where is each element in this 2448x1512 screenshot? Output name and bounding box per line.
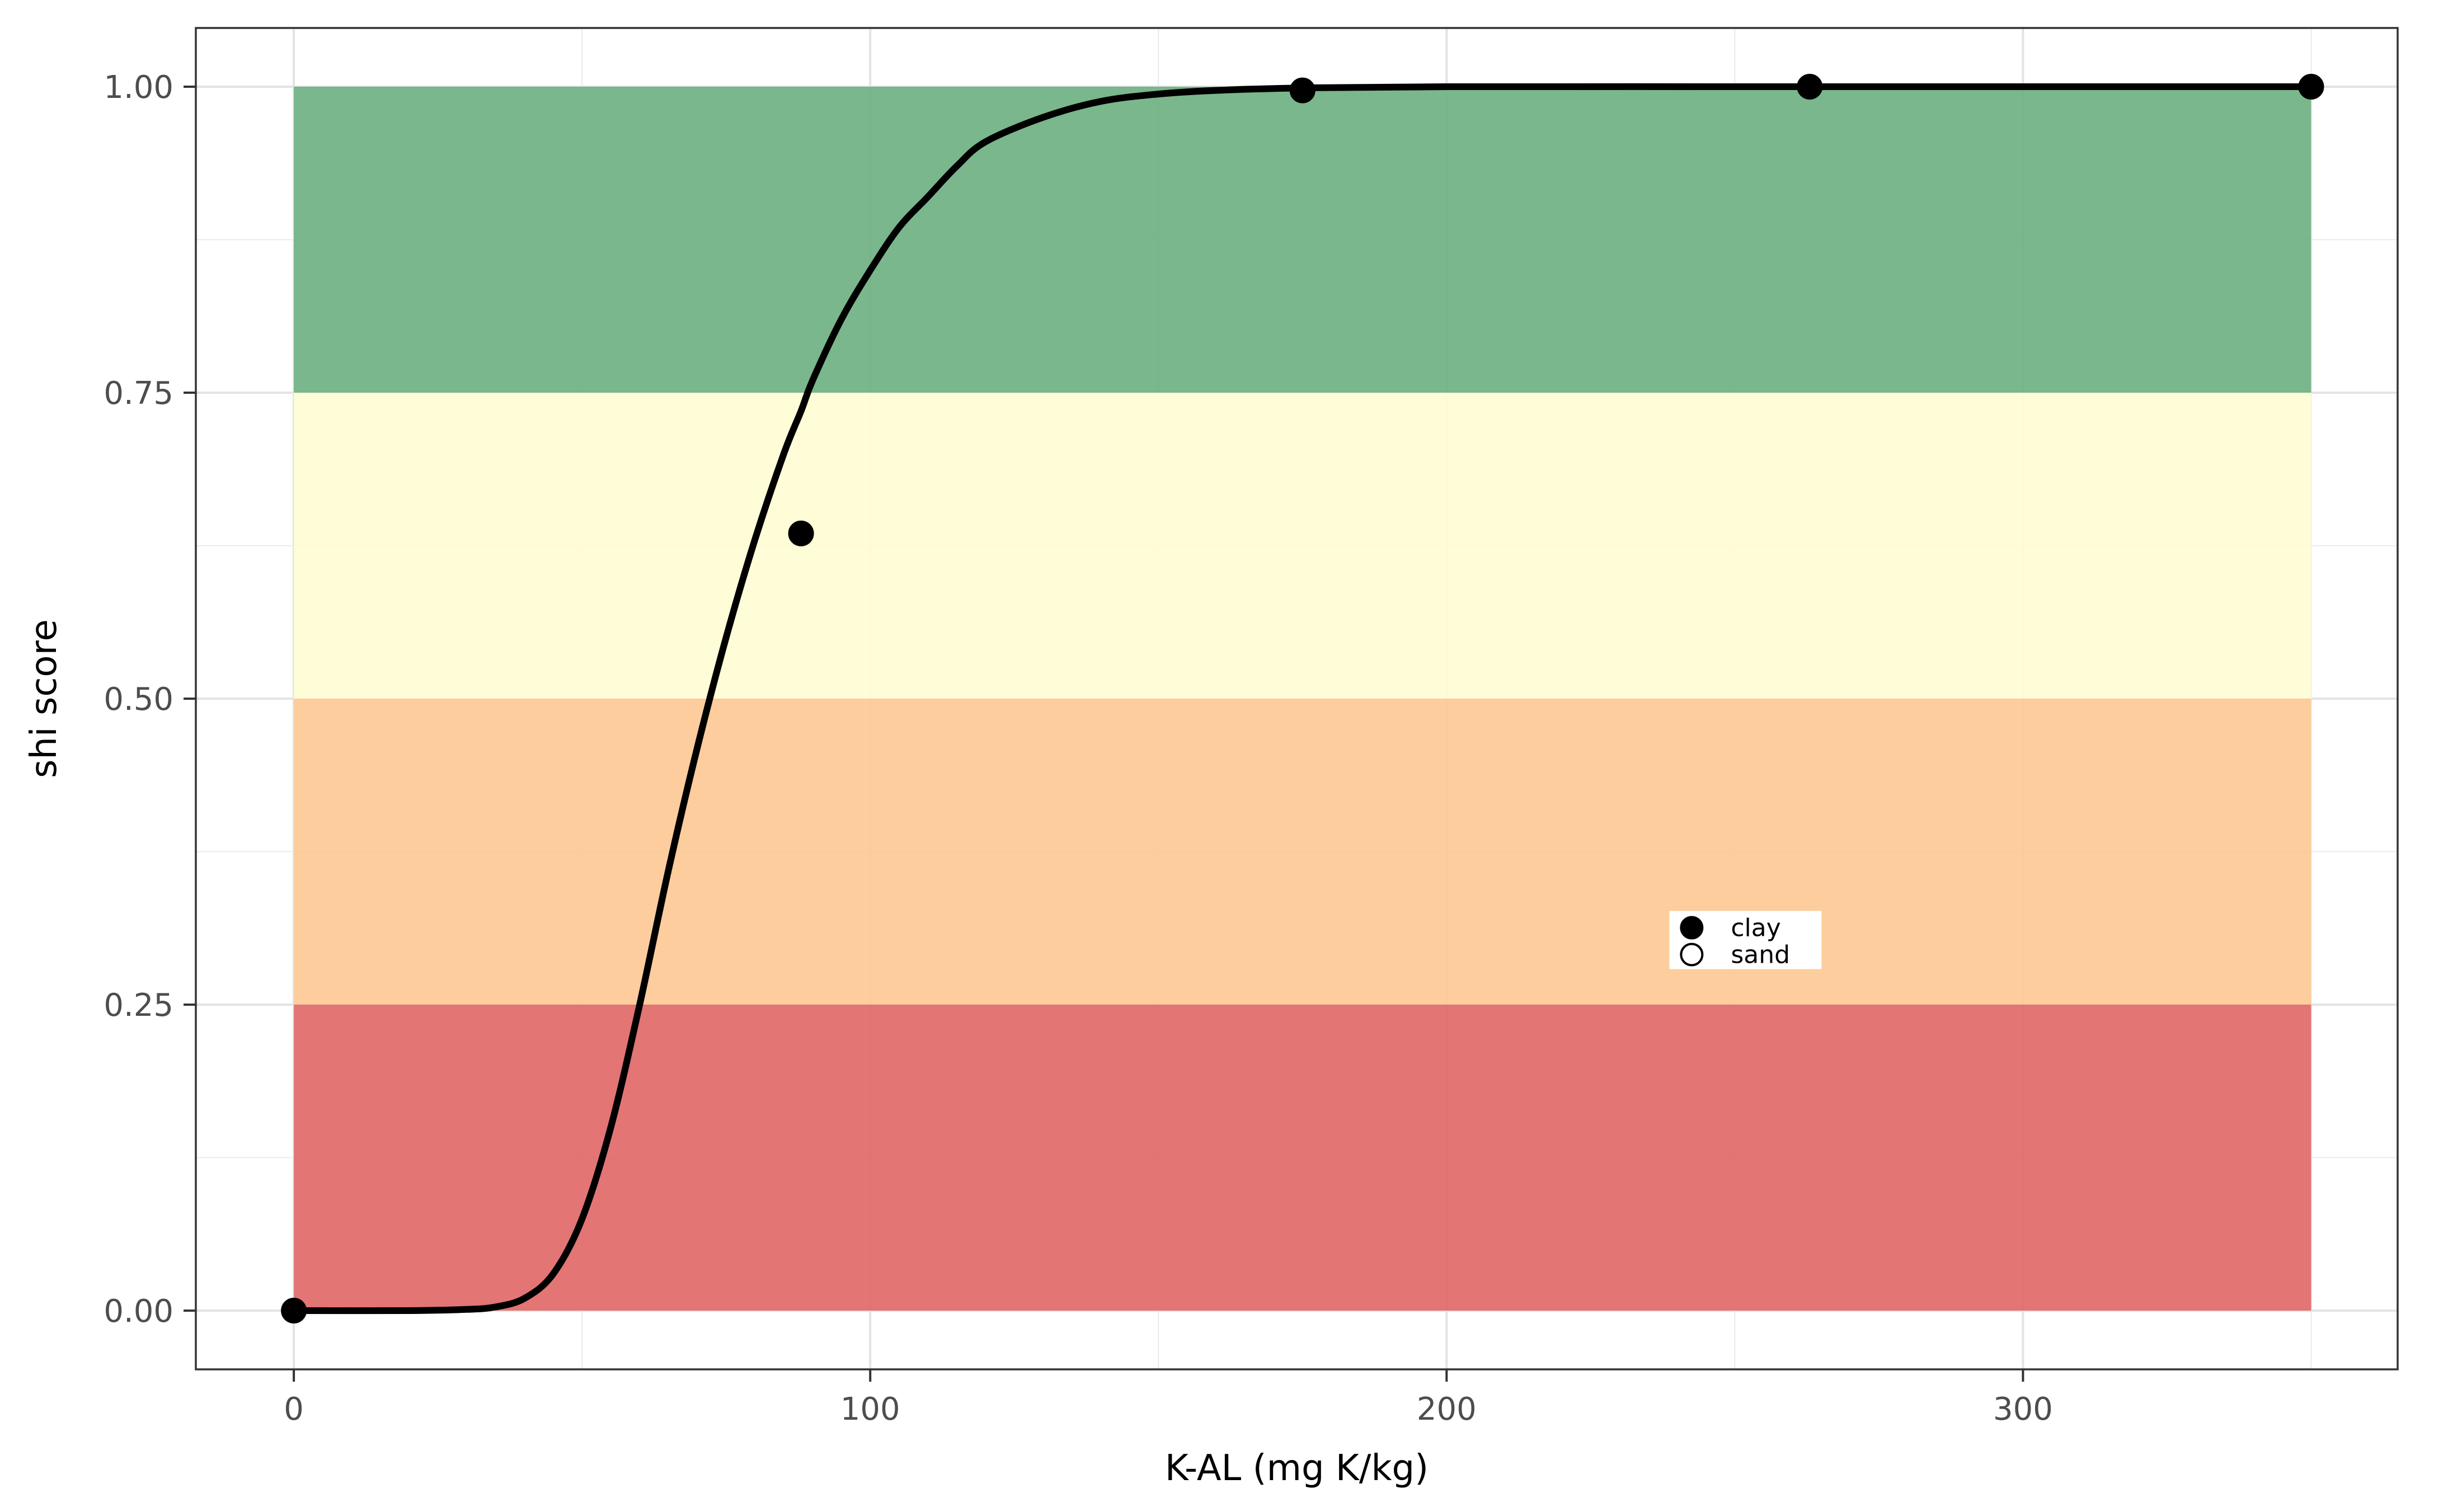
score-bands <box>294 87 2311 1311</box>
y-tick-label: 0.50 <box>104 681 173 718</box>
y-tick-label: 0.25 <box>104 987 173 1024</box>
y-axis: 0.00 0.25 0.50 0.75 1.00 <box>104 69 196 1330</box>
y-tick-label: 0.75 <box>104 375 173 412</box>
legend-label-sand: sand <box>1731 940 1790 969</box>
x-tick-label: 200 <box>1417 1391 1477 1428</box>
score-band <box>294 393 2311 699</box>
score-band <box>294 87 2311 393</box>
legend-label-clay: clay <box>1731 913 1780 942</box>
y-tick-label: 1.00 <box>104 69 173 106</box>
y-axis-title: shi score <box>24 619 65 778</box>
score-band <box>294 1004 2311 1311</box>
data-point-clay <box>788 520 814 547</box>
score-band <box>294 699 2311 1005</box>
score-curve-line <box>290 83 2315 1315</box>
data-points <box>281 74 2324 1323</box>
y-tick-label: 0.00 <box>104 1293 173 1330</box>
data-point-clay <box>1289 77 1315 103</box>
x-tick-label: 0 <box>284 1391 304 1428</box>
legend-key-sand <box>1680 943 1704 967</box>
x-tick-label: 100 <box>840 1391 900 1428</box>
x-axis: 0 100 200 300 <box>284 1369 2053 1428</box>
data-point-clay <box>281 1297 307 1323</box>
curve-layer <box>290 83 2315 1315</box>
data-point-clay <box>1797 74 1823 100</box>
legend-key-clay <box>1680 916 1704 940</box>
x-tick-label: 300 <box>1993 1391 2053 1428</box>
x-axis-title: K-AL (mg K/kg) <box>1165 1448 1429 1489</box>
data-point-clay <box>2298 74 2324 100</box>
